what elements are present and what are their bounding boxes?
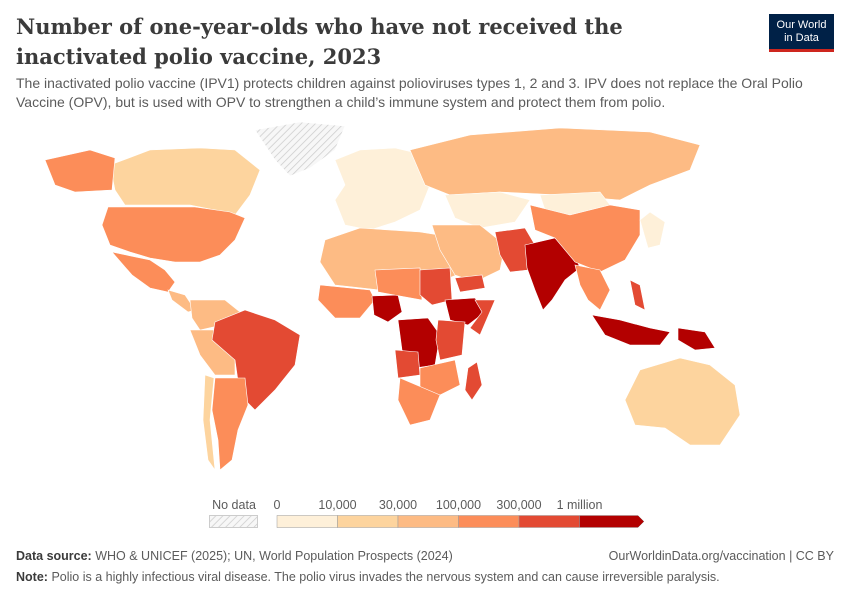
chart-subtitle: The inactivated polio vaccine (IPV1) pro… [16,75,803,110]
legend-tick: 10,000 [318,498,357,512]
country-southeast-asia[interactable] [574,264,611,311]
legend-tick: 100,000 [435,498,482,512]
legend-bin-3 [458,515,520,528]
country-canada[interactable] [109,147,261,216]
country-russia[interactable] [409,127,701,201]
legend-tick: 0 [273,498,281,512]
country-south-africa[interactable] [397,377,441,426]
country-mexico[interactable] [111,251,176,293]
owid-logo[interactable]: Our World in Data [769,14,834,52]
legend-bin-2 [397,515,459,528]
country-madagascar[interactable] [464,361,483,401]
country-brazil[interactable] [211,309,301,411]
legend-bin-0 [276,515,338,528]
country-papua-new-guinea[interactable] [677,327,716,351]
country-china[interactable] [529,204,641,273]
country-tanzania-kenya[interactable] [435,319,466,361]
country-middle-east[interactable] [431,224,506,283]
source-url[interactable]: OurWorldinData.org/vaccination | CC BY [608,549,834,563]
chart-title: Number of one-year-olds who have not rec… [16,14,623,69]
source-text[interactable]: WHO & UNICEF (2025); UN, World Populatio… [95,549,453,563]
note: Note: Polio is a highly infectious viral… [16,570,720,584]
legend-bin-5 [579,515,645,528]
country-philippines[interactable] [629,279,646,311]
country-chile[interactable] [202,374,216,472]
logo-line-2: in Data [784,31,819,44]
country-chad-niger[interactable] [374,267,423,301]
country-somalia[interactable] [469,299,496,336]
legend-tick: 300,000 [496,498,542,512]
note-text: Polio is a highly infectious viral disea… [51,570,720,584]
country-west-africa[interactable] [317,284,376,319]
country-angola[interactable] [394,349,421,379]
country-kazakhstan-central-asia[interactable] [444,191,531,229]
country-europe[interactable] [334,147,431,231]
country-sudan[interactable] [419,267,453,306]
data-source: Data source: WHO & UNICEF (2025); UN, Wo… [16,549,453,563]
country-yemen[interactable] [454,274,486,293]
country-japan-korea[interactable] [639,211,666,249]
logo-line-1: Our World [776,18,827,31]
country-argentina[interactable] [211,377,249,471]
legend-no-data-swatch [209,515,258,528]
country-ethiopia[interactable] [444,297,486,326]
source-label: Data source: [16,549,92,563]
legend-no-data-label: No data [212,498,256,512]
country-nigeria[interactable] [371,294,403,323]
world-map[interactable] [0,118,850,490]
legend-tick: 30,000 [378,498,418,512]
note-label: Note: [16,570,48,584]
country-indonesia[interactable] [591,314,671,346]
legend-tick: 1 million [556,498,603,512]
country-greenland[interactable] [254,121,346,177]
legend-bin-1 [337,515,399,528]
country-united-states[interactable] [44,149,246,263]
country-australia[interactable] [624,357,741,446]
legend-bin-4 [518,515,580,528]
